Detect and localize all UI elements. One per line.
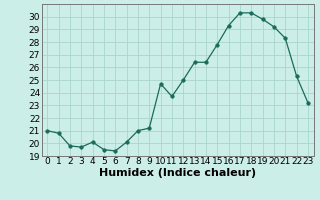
X-axis label: Humidex (Indice chaleur): Humidex (Indice chaleur): [99, 168, 256, 178]
